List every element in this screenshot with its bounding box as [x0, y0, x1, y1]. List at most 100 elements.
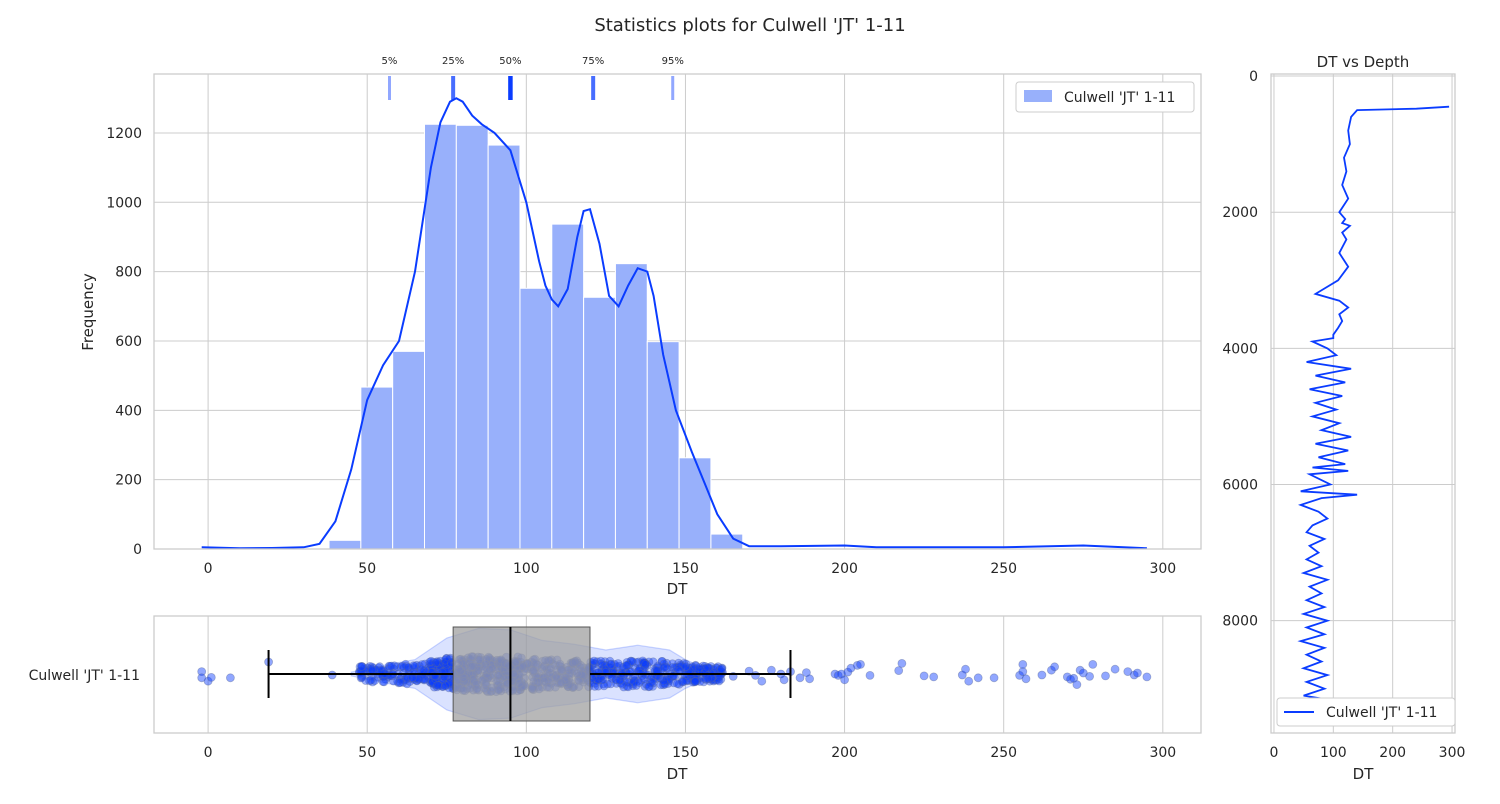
- strip-point: [419, 675, 429, 685]
- strip-point-outlier: [1088, 660, 1098, 669]
- strip-point: [700, 662, 710, 671]
- histogram-ytick-label: 600: [115, 334, 142, 350]
- strip-point: [357, 662, 367, 672]
- strip-point: [361, 676, 371, 685]
- strip-point: [594, 674, 603, 684]
- strip-point: [374, 663, 384, 673]
- strip-point: [395, 678, 405, 687]
- strip-point: [601, 668, 611, 677]
- strip-point: [367, 662, 377, 672]
- strip-point: [691, 676, 700, 686]
- strip-point-outlier: [1047, 665, 1056, 675]
- strip-point: [378, 677, 388, 686]
- strip-point: [434, 663, 444, 673]
- strip-point: [703, 674, 712, 683]
- box-iqr: [452, 626, 591, 722]
- strip-point: [700, 664, 710, 674]
- strip-point: [443, 678, 453, 688]
- depth-title: DT vs Depth: [1317, 53, 1410, 71]
- strip-point: [425, 659, 435, 669]
- depth-xtick-label: 200: [1379, 745, 1406, 761]
- strip-point: [660, 662, 670, 672]
- strip-point: [619, 682, 629, 692]
- strip-point-outlier: [852, 661, 862, 670]
- strip-point: [677, 676, 687, 686]
- strip-point: [706, 662, 716, 671]
- histogram-bars: [328, 123, 744, 550]
- strip-point: [717, 664, 727, 673]
- strip-point: [656, 680, 666, 690]
- strip-point: [429, 675, 439, 685]
- strip-point: [432, 657, 442, 666]
- strip-point: [443, 659, 453, 669]
- depth-ytick-label: 2000: [1222, 205, 1258, 221]
- strip-point: [394, 678, 404, 688]
- strip-point: [672, 662, 681, 672]
- strip-point: [369, 663, 378, 673]
- strip-point: [379, 677, 389, 687]
- histogram-bar: [328, 539, 362, 550]
- strip-point: [632, 658, 641, 667]
- strip-point: [435, 660, 445, 670]
- strip-point: [424, 663, 433, 673]
- strip-point: [590, 659, 600, 668]
- strip-point-outlier: [897, 659, 907, 668]
- strip-point: [622, 681, 632, 691]
- strip-point: [395, 674, 405, 684]
- strip-point: [409, 675, 419, 684]
- strip-point-outlier: [1069, 673, 1079, 683]
- strip-point: [634, 678, 644, 687]
- percentile-label: 75%: [582, 56, 604, 67]
- strip-point: [589, 656, 599, 666]
- strip-point-outlier: [1078, 668, 1088, 678]
- strip-point-outlier: [1129, 670, 1139, 680]
- histogram-legend-label: Culwell 'JT' 1-11: [1064, 90, 1175, 106]
- strip-point: [356, 662, 366, 671]
- strip-point: [679, 662, 689, 672]
- strip-point: [640, 662, 650, 672]
- strip-point: [682, 676, 692, 686]
- strip-point: [705, 676, 715, 686]
- depth-ytick-label: 6000: [1222, 478, 1258, 494]
- strip-point: [701, 675, 711, 684]
- strip-point: [432, 678, 442, 688]
- strip-point-outlier: [206, 673, 216, 682]
- strip-point: [638, 656, 648, 666]
- strip-point: [433, 658, 443, 667]
- strip-point: [431, 675, 441, 684]
- strip-point-outlier: [197, 673, 207, 683]
- box-xlabel: DT: [667, 765, 689, 783]
- box-xtick-label: 250: [990, 745, 1017, 761]
- strip-point-outlier: [833, 671, 843, 680]
- box-xtick-label: 0: [204, 745, 213, 761]
- strip-point: [622, 661, 632, 670]
- strip-point-outlier: [1142, 672, 1152, 682]
- strip-point: [659, 680, 668, 690]
- strip-point: [438, 674, 448, 684]
- strip-point-outlier: [1133, 668, 1142, 678]
- strip-point: [441, 657, 451, 667]
- histogram-xtick-label: 100: [513, 561, 540, 577]
- strip-point: [660, 679, 670, 689]
- strip-point: [355, 662, 365, 672]
- strip-point: [623, 682, 633, 692]
- strip-point: [687, 662, 697, 672]
- strip-point: [648, 678, 658, 688]
- strip-point: [676, 660, 685, 670]
- histogram-bar: [455, 124, 489, 550]
- strip-point: [631, 664, 640, 673]
- histogram-bar: [392, 350, 426, 550]
- strip-point: [396, 662, 406, 672]
- strip-point: [668, 659, 677, 669]
- strip-point: [438, 675, 448, 684]
- strip-point: [622, 660, 632, 670]
- strip-point: [591, 675, 601, 685]
- strip-point-outlier: [961, 664, 970, 674]
- strip-point: [699, 677, 709, 687]
- strip-point: [426, 656, 436, 666]
- strip-point: [690, 677, 700, 687]
- strip-point: [640, 682, 650, 691]
- strip-point: [617, 679, 627, 689]
- strip-point: [684, 676, 693, 685]
- depth-frame: [1270, 73, 1456, 734]
